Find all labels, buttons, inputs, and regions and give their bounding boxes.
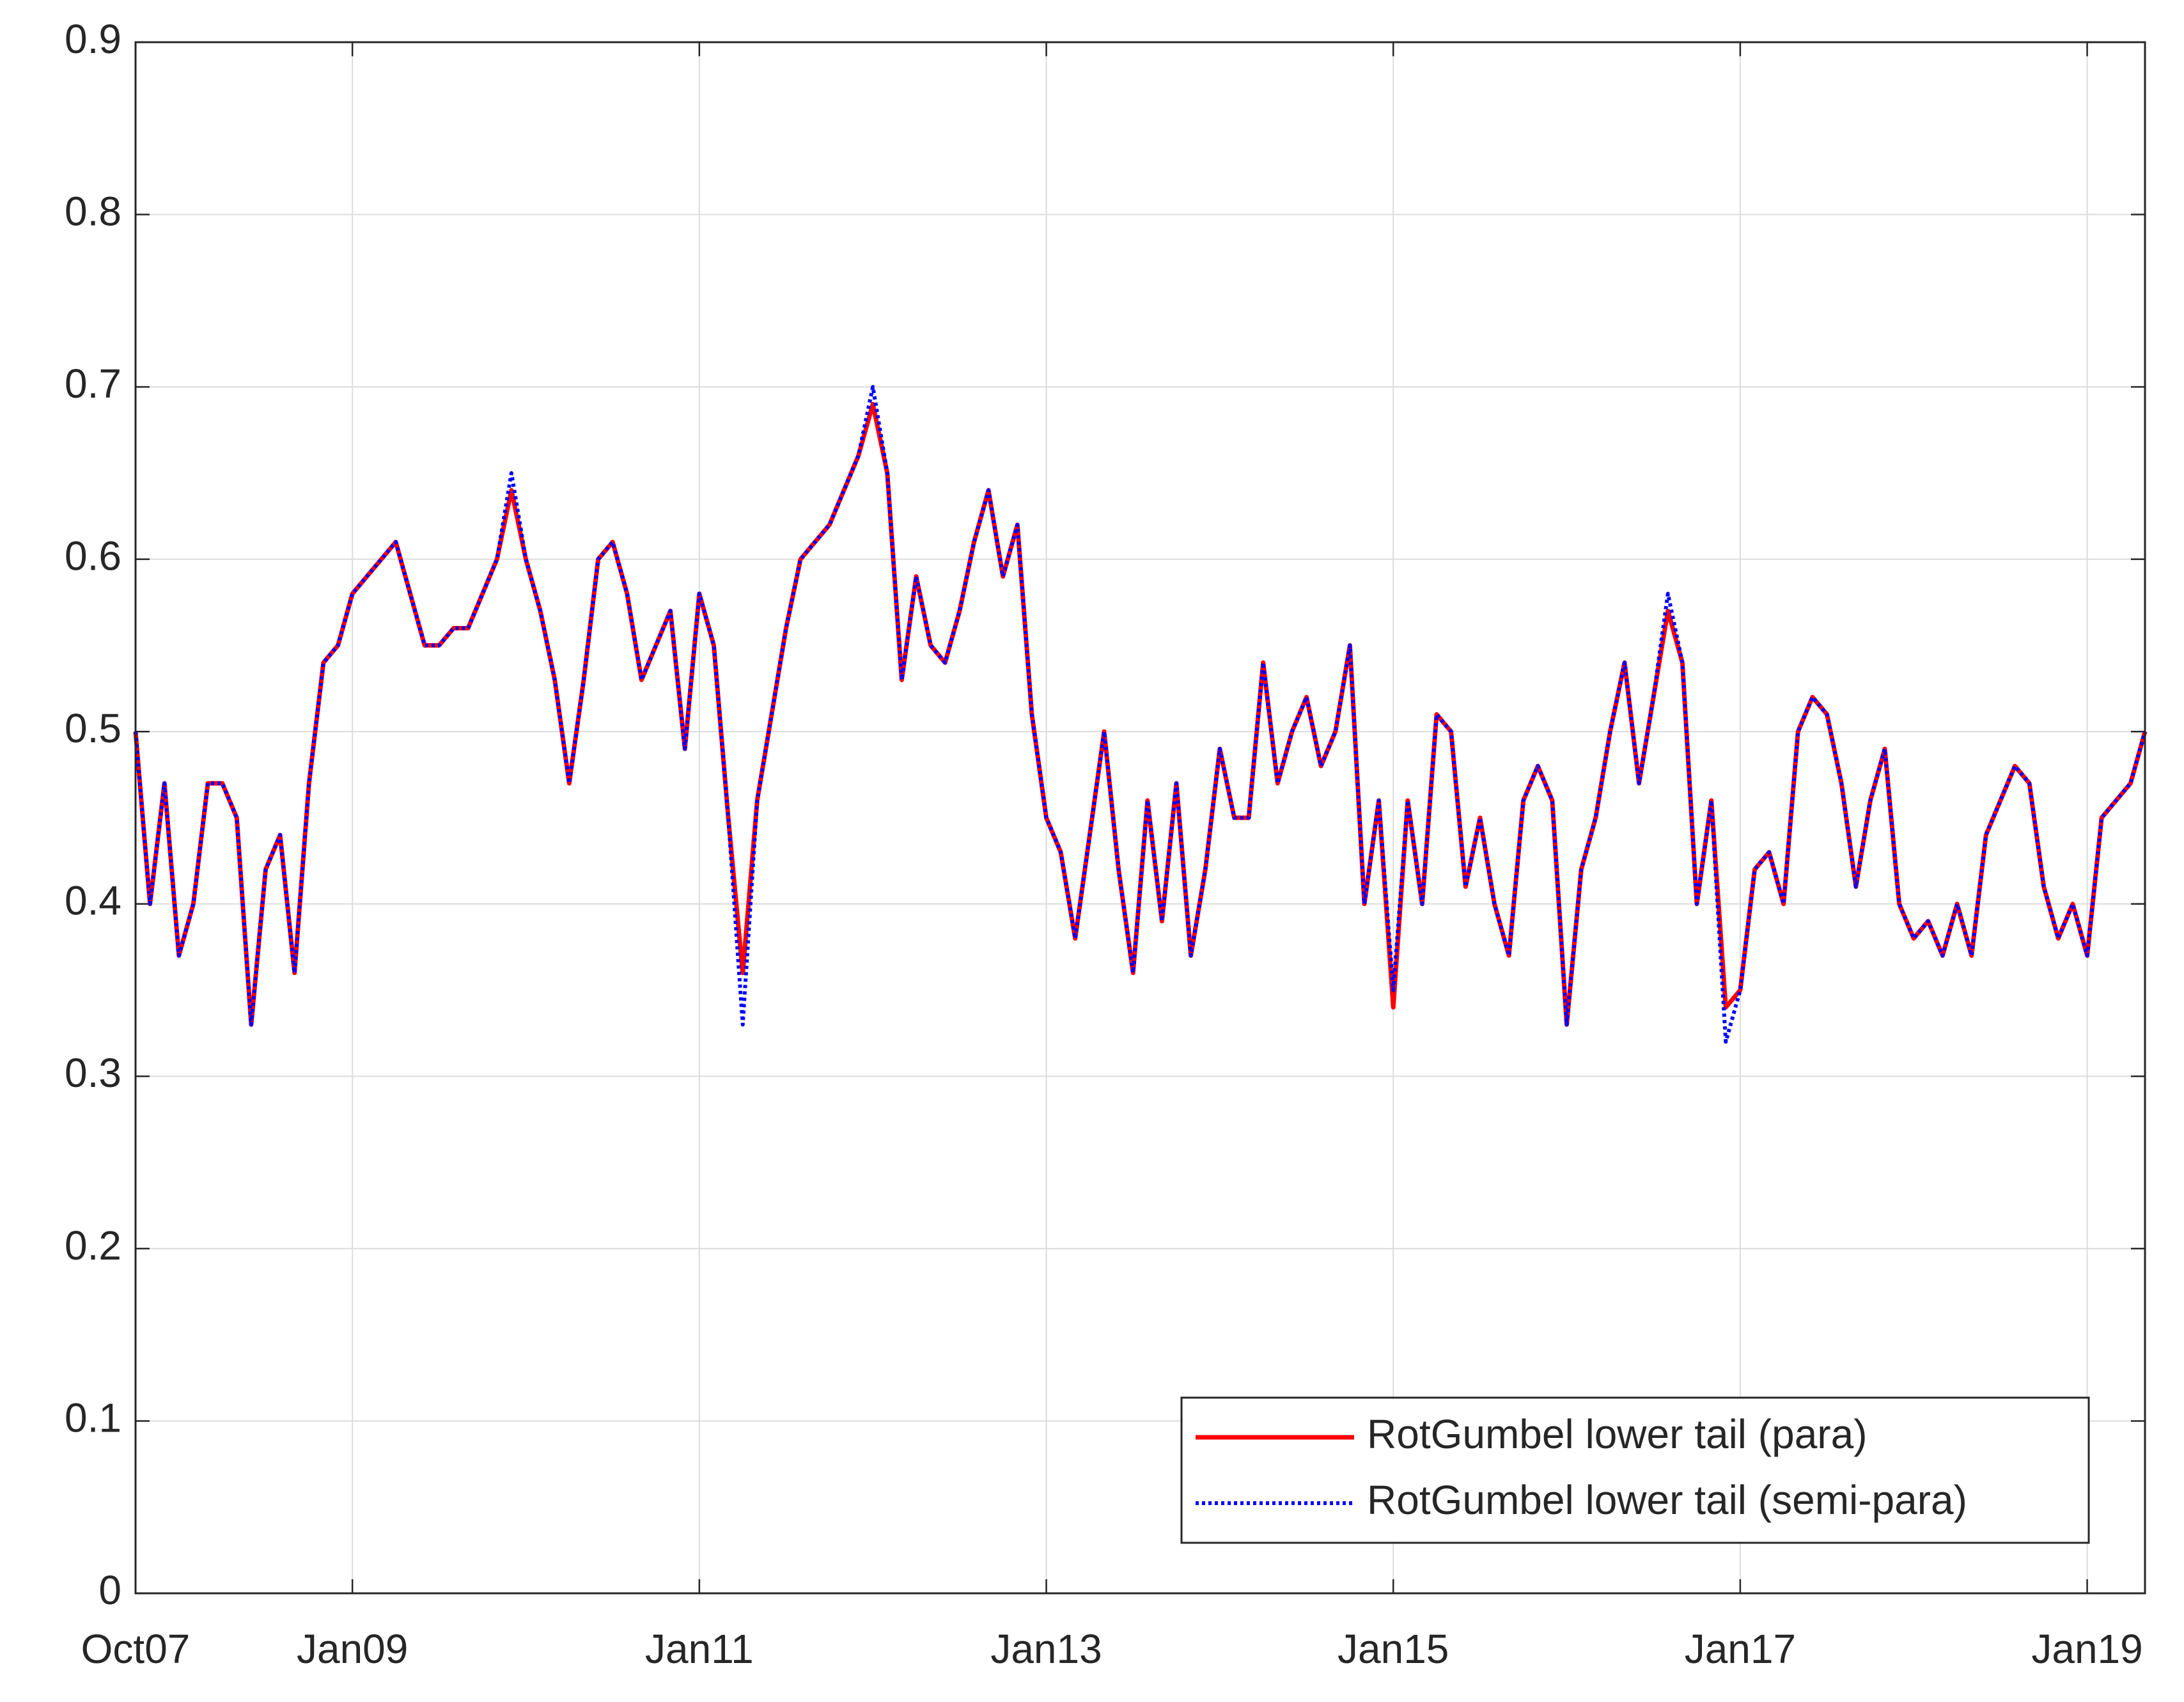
series-line: [134, 385, 2147, 1044]
legend-label: RotGumbel lower tail (semi-para): [1367, 1477, 1967, 1523]
y-tick-label: 0.8: [65, 188, 121, 234]
y-tick-label: 0.3: [65, 1050, 121, 1096]
y-tick-label: 0.4: [65, 878, 121, 924]
legend: RotGumbel lower tail (para) RotGumbel low…: [1180, 1396, 2090, 1544]
x-tick-label: Jan19: [2031, 1626, 2142, 1672]
x-tick-label: Jan17: [1685, 1626, 1796, 1672]
y-tick-label: 0.7: [65, 361, 121, 407]
y-tick-label: 0.1: [65, 1394, 121, 1440]
x-tick-label: Jan13: [990, 1626, 1102, 1672]
x-tick-label: Jan15: [1338, 1626, 1449, 1672]
x-tick-label: Jan09: [297, 1626, 408, 1672]
y-tick-label: 0.6: [65, 533, 121, 579]
y-tick-label: 0.5: [65, 705, 121, 751]
y-tick-label: 0.2: [65, 1222, 121, 1269]
y-tick-label: 0.9: [65, 16, 121, 62]
legend-label: RotGumbel lower tail (para): [1367, 1411, 1868, 1457]
x-tick-label: Jan11: [645, 1626, 754, 1672]
plot-frame: [134, 41, 2146, 1595]
x-tick-label: Oct07: [81, 1626, 191, 1672]
y-tick-label: 0: [98, 1567, 121, 1613]
legend-box: [1180, 1396, 2090, 1544]
